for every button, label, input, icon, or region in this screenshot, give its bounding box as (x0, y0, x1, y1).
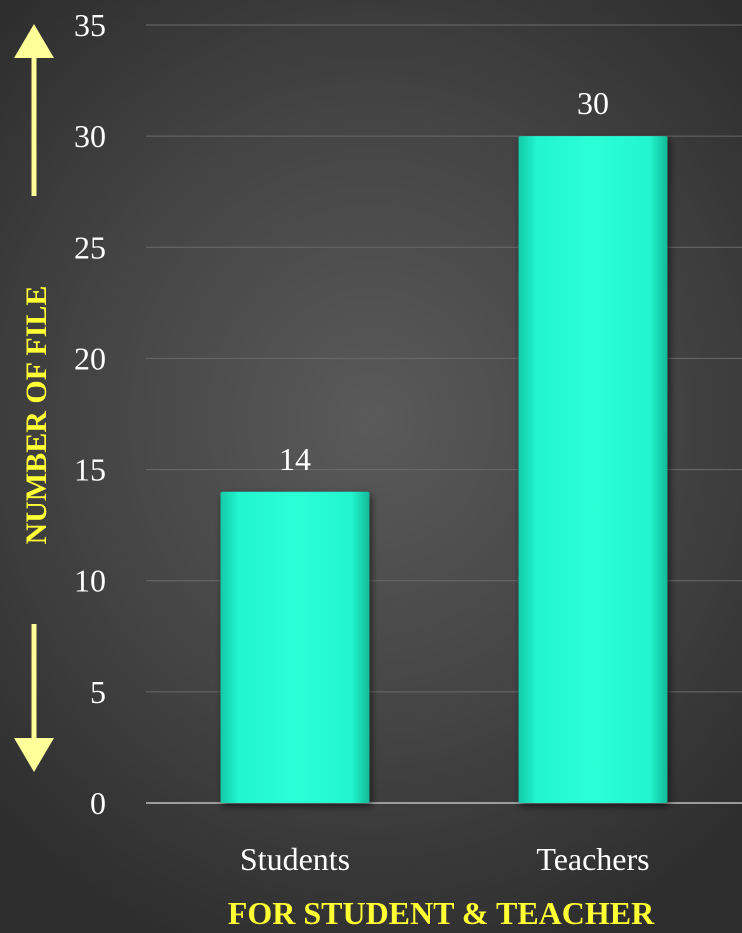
x-axis-title: FOR STUDENT & TEACHER (228, 895, 655, 931)
data-label-teachers: 30 (577, 85, 609, 121)
x-tick-label-teachers: Teachers (536, 841, 649, 877)
bars (220, 136, 668, 804)
bar-students (220, 491, 370, 803)
y-axis-title: NUMBER OF FILE (20, 286, 53, 545)
y-tick-label: 15 (74, 452, 106, 488)
y-tick-label: 0 (90, 785, 106, 821)
y-tick-label: 25 (74, 229, 106, 265)
x-tick-label-students: Students (240, 841, 350, 877)
y-tick-label: 5 (90, 674, 106, 710)
y-axis-ticks: 0 5 10 15 20 25 30 35 (74, 7, 106, 821)
bar-teachers (518, 136, 668, 804)
down-arrow-icon (14, 738, 54, 772)
data-label-students: 14 (279, 441, 311, 477)
y-axis-title-group: NUMBER OF FILE (14, 24, 54, 772)
y-tick-label: 30 (74, 118, 106, 154)
y-tick-label: 10 (74, 563, 106, 599)
up-arrow-icon (14, 24, 54, 58)
y-tick-label: 20 (74, 340, 106, 376)
y-tick-label: 35 (74, 7, 106, 43)
x-axis-ticks: Students Teachers (240, 841, 650, 877)
data-labels: 14 30 (279, 85, 609, 477)
